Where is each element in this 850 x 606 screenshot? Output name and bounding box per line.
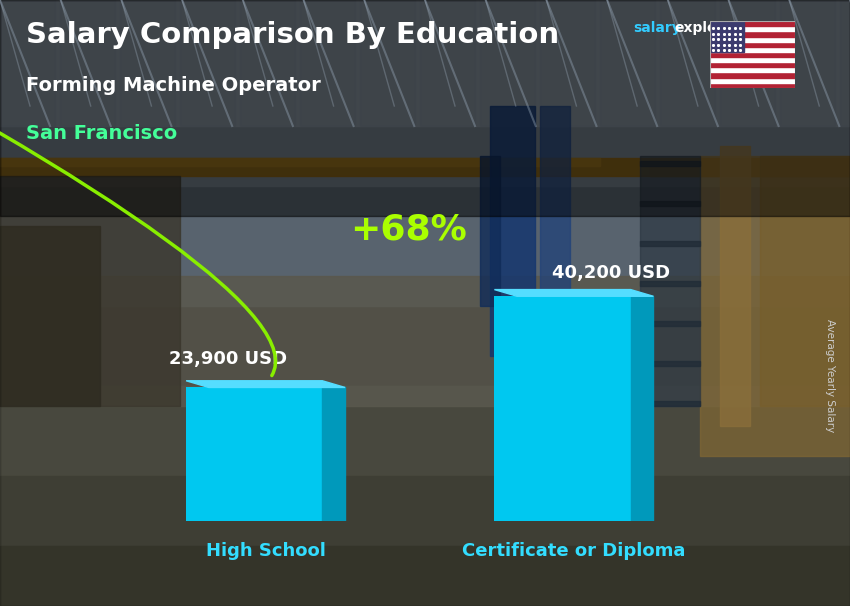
Text: Forming Machine Operator: Forming Machine Operator xyxy=(26,76,320,95)
Bar xyxy=(720,0,775,126)
Text: 23,900 USD: 23,900 USD xyxy=(169,350,287,368)
Polygon shape xyxy=(631,296,654,521)
Bar xyxy=(710,57,795,62)
Bar xyxy=(0,476,850,606)
Bar xyxy=(840,0,850,126)
Bar xyxy=(710,36,795,42)
FancyBboxPatch shape xyxy=(186,387,322,521)
Bar xyxy=(640,201,700,206)
Bar xyxy=(540,106,570,336)
Bar xyxy=(710,21,795,26)
Bar xyxy=(0,546,850,606)
Bar xyxy=(640,241,700,246)
Bar xyxy=(420,0,475,126)
Bar xyxy=(640,161,700,166)
Bar xyxy=(710,21,744,52)
Bar xyxy=(0,226,100,406)
Bar xyxy=(700,156,850,456)
Bar xyxy=(480,156,500,306)
Polygon shape xyxy=(186,381,345,387)
Text: Certificate or Diploma: Certificate or Diploma xyxy=(462,542,686,561)
Text: Average Yearly Salary: Average Yearly Salary xyxy=(824,319,835,432)
Bar xyxy=(640,321,700,326)
Bar xyxy=(710,62,795,67)
Bar xyxy=(710,73,795,78)
Polygon shape xyxy=(495,290,654,296)
Bar xyxy=(60,0,115,126)
Bar xyxy=(0,0,850,216)
Bar xyxy=(0,158,850,176)
Text: San Francisco: San Francisco xyxy=(26,124,177,143)
Bar xyxy=(0,0,55,126)
Text: 40,200 USD: 40,200 USD xyxy=(552,264,671,282)
Bar xyxy=(490,106,535,356)
Bar xyxy=(710,52,795,57)
Bar xyxy=(600,0,655,126)
Bar xyxy=(710,42,795,47)
Bar xyxy=(480,0,535,126)
Bar xyxy=(710,67,795,73)
Bar xyxy=(780,0,835,126)
Bar xyxy=(240,0,295,126)
Bar xyxy=(300,0,355,126)
Bar xyxy=(120,0,175,126)
Bar xyxy=(0,386,850,606)
Bar xyxy=(0,0,850,306)
Text: explorer: explorer xyxy=(674,21,740,35)
Text: salary: salary xyxy=(633,21,681,35)
Bar xyxy=(640,156,700,406)
Bar xyxy=(660,0,715,126)
Bar xyxy=(640,401,700,406)
Text: .com: .com xyxy=(727,21,764,35)
Bar xyxy=(640,281,700,286)
Bar xyxy=(710,83,795,88)
Bar xyxy=(710,26,795,32)
Bar xyxy=(720,146,750,426)
Bar xyxy=(0,276,850,406)
Bar xyxy=(360,0,415,126)
Bar xyxy=(760,156,850,406)
Polygon shape xyxy=(322,387,345,521)
Text: High School: High School xyxy=(206,542,326,561)
Bar xyxy=(540,0,595,126)
Bar xyxy=(710,32,795,36)
Bar xyxy=(0,176,180,406)
Text: +68%: +68% xyxy=(350,212,467,246)
Bar xyxy=(0,158,600,166)
Bar xyxy=(650,158,850,176)
Text: Salary Comparison By Education: Salary Comparison By Education xyxy=(26,21,558,49)
Bar xyxy=(710,47,795,52)
Bar xyxy=(710,78,795,83)
Bar xyxy=(180,0,235,126)
Bar xyxy=(0,0,850,126)
Bar xyxy=(640,361,700,366)
FancyBboxPatch shape xyxy=(495,296,631,521)
Bar xyxy=(0,0,850,186)
